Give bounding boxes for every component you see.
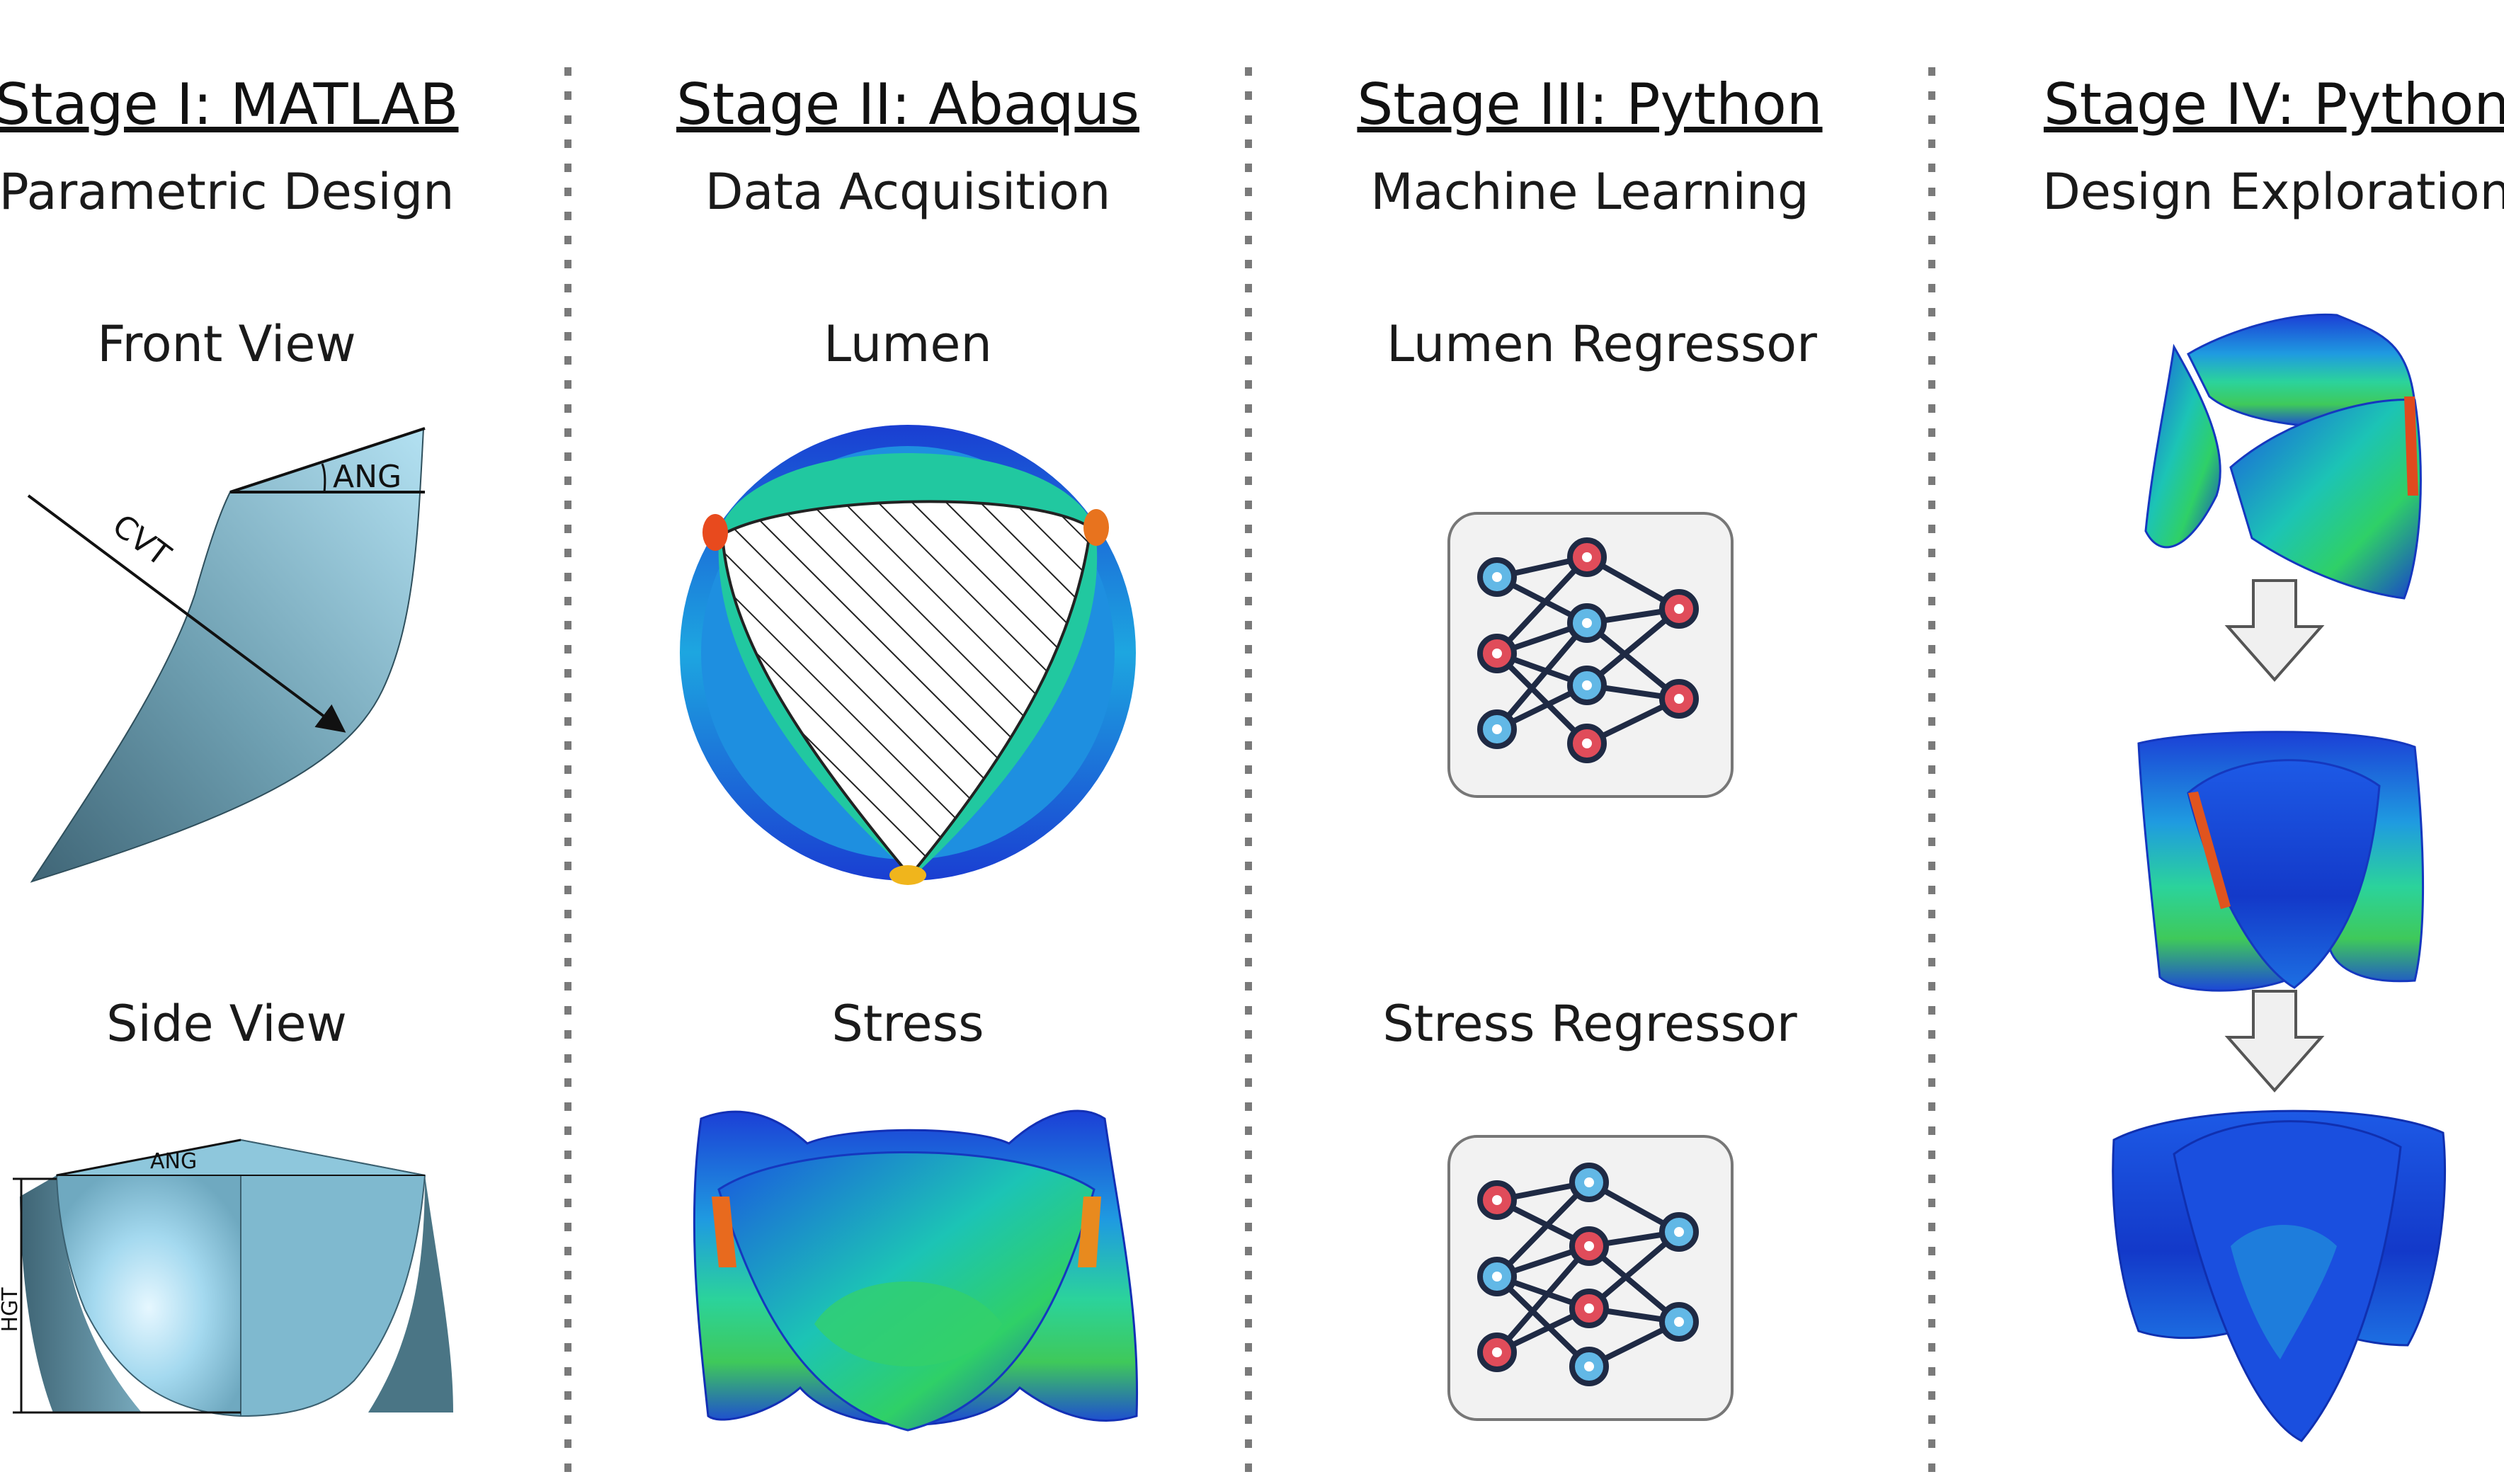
stress-fea xyxy=(693,1109,1139,1432)
side-view-label: Side View xyxy=(106,995,347,1053)
lumen-fea xyxy=(680,425,1136,885)
design-iteration-3 xyxy=(2112,1109,2447,1442)
valve-2-front-leaflet xyxy=(2187,759,2381,989)
column-dividers xyxy=(564,67,1935,1476)
stage-1-subtitle: Parametric Design xyxy=(0,163,455,221)
side-center-leaflet xyxy=(55,1175,241,1417)
down-arrow-1 xyxy=(2224,579,2325,683)
cvt-label: CVT xyxy=(106,508,177,574)
front-angle-line-top xyxy=(229,427,426,493)
valve-3-highlight xyxy=(2231,1225,2337,1359)
side-right-leaflet xyxy=(240,1138,426,1417)
side-top-band xyxy=(56,1138,426,1176)
valve-1-hotspot xyxy=(2404,396,2418,496)
lumen-regressor-box xyxy=(1447,512,1734,798)
stress-hotspot-right xyxy=(1078,1197,1101,1267)
front-view-label: Front View xyxy=(97,315,355,373)
side-view-leaflet: ANG HGT xyxy=(0,1138,453,1417)
lumen-hotspot-right xyxy=(1083,509,1109,546)
side-right-flank xyxy=(368,1175,453,1412)
lumen-regressor-icon xyxy=(1447,512,1734,798)
design-iteration-1 xyxy=(2144,313,2422,600)
hgt-label: HGT xyxy=(0,1287,23,1332)
stage-3-subtitle: Machine Learning xyxy=(1370,163,1809,221)
valve-1-left-leaflet xyxy=(2144,343,2221,549)
stress-nn-node-centers xyxy=(1492,1177,1684,1371)
valve-1-back-wall xyxy=(2187,313,2416,428)
stress-hotspot-left xyxy=(712,1197,736,1267)
side-left-flank xyxy=(20,1175,142,1412)
stage-1-title: Stage I: MATLAB xyxy=(0,72,459,137)
panel-labels: Front View Side View Lumen Stress Lumen … xyxy=(97,315,1817,1053)
stage-4-subtitle: Design Exploration xyxy=(2042,163,2504,221)
stage-headers: Stage I: MATLAB Parametric Design Stage … xyxy=(0,72,2504,221)
stress-regressor-label: Stress Regressor xyxy=(1382,995,1797,1053)
front-ang-label: ANG xyxy=(333,459,402,495)
stress-green-band xyxy=(814,1282,1002,1366)
stress-label: Stress xyxy=(831,995,984,1053)
stage-3-title: Stage III: Python xyxy=(1357,72,1822,137)
down-arrow-1-shape xyxy=(2224,579,2325,683)
valve-1-front-leaflet xyxy=(2229,398,2422,600)
front-angle-arc xyxy=(321,463,326,493)
front-view-leaflet: ANG CVT xyxy=(27,427,426,883)
lumen-hotspot-bottom xyxy=(889,865,926,885)
lumen-hatched-area xyxy=(720,500,1093,879)
stage-4-title: Stage IV: Python xyxy=(2044,72,2504,137)
side-angle-line xyxy=(56,1138,241,1177)
stress-regressor-box xyxy=(1447,1135,1734,1421)
valve-2-hotspot xyxy=(2188,792,2231,909)
side-ang-label: ANG xyxy=(150,1149,197,1174)
stress-regressor-icon xyxy=(1447,1135,1734,1421)
down-arrow-2-shape xyxy=(2224,990,2325,1093)
lumen-regressor-label: Lumen Regressor xyxy=(1387,315,1817,373)
cvt-arrow xyxy=(27,494,346,733)
stage-2-title: Stage II: Abaqus xyxy=(676,72,1139,137)
front-leaflet-surface xyxy=(30,427,425,883)
lumen-label: Lumen xyxy=(824,315,992,373)
lumen-nn-node-centers xyxy=(1492,552,1684,748)
down-arrow-2 xyxy=(2224,990,2325,1093)
stage-2-subtitle: Data Acquisition xyxy=(705,163,1111,221)
lumen-hotspot-left xyxy=(702,514,728,551)
design-iteration-2 xyxy=(2137,731,2425,992)
